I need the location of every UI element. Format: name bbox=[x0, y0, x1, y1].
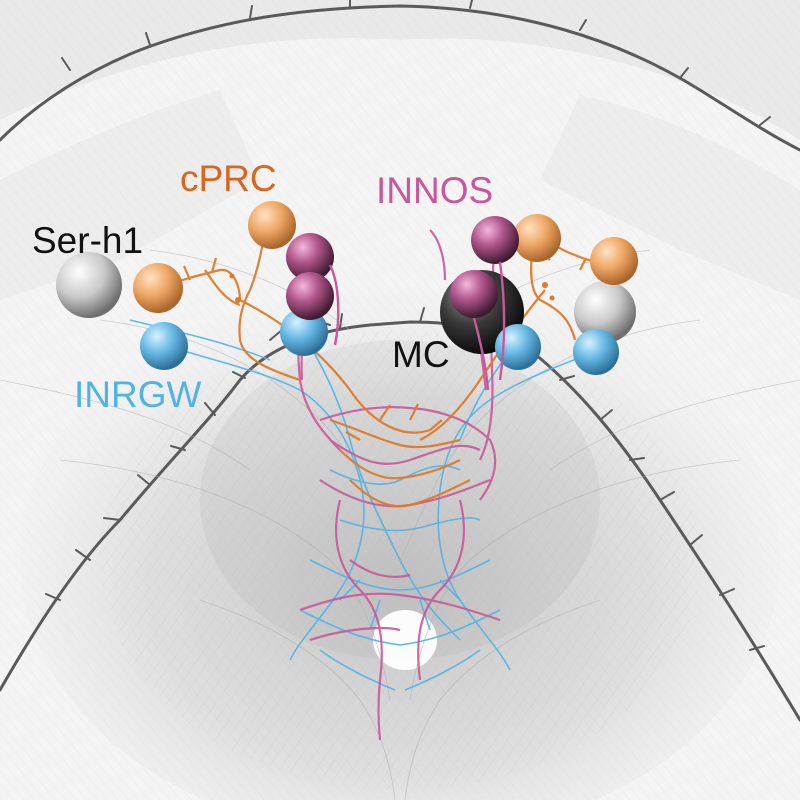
inrgw-soma-1 bbox=[140, 322, 188, 370]
innos-soma-4 bbox=[450, 270, 498, 318]
innos-label: INNOS bbox=[376, 170, 494, 211]
cprc-soma-4 bbox=[590, 237, 638, 285]
ser-h1-label: Ser-h1 bbox=[32, 220, 144, 261]
inrgw-label: INRGW bbox=[74, 374, 202, 415]
ser-h1-soma-right bbox=[574, 281, 636, 343]
innos-soma-1 bbox=[286, 233, 334, 281]
cprc-soma-2 bbox=[248, 201, 296, 249]
cprc-label: cPRC bbox=[180, 158, 277, 199]
inrgw-soma-3 bbox=[495, 324, 541, 370]
innos-soma-3 bbox=[471, 216, 519, 264]
ser-h1-soma-left bbox=[56, 252, 122, 318]
innos-soma-2 bbox=[286, 272, 334, 320]
inrgw-soma-2 bbox=[280, 308, 328, 356]
cprc-branch-points bbox=[229, 273, 555, 303]
inrgw-soma-4 bbox=[573, 329, 619, 375]
cprc-soma-3 bbox=[513, 214, 561, 262]
cprc-soma-1 bbox=[133, 263, 183, 313]
innos-front-neurites bbox=[328, 261, 506, 391]
mc-label: MC bbox=[392, 334, 450, 375]
